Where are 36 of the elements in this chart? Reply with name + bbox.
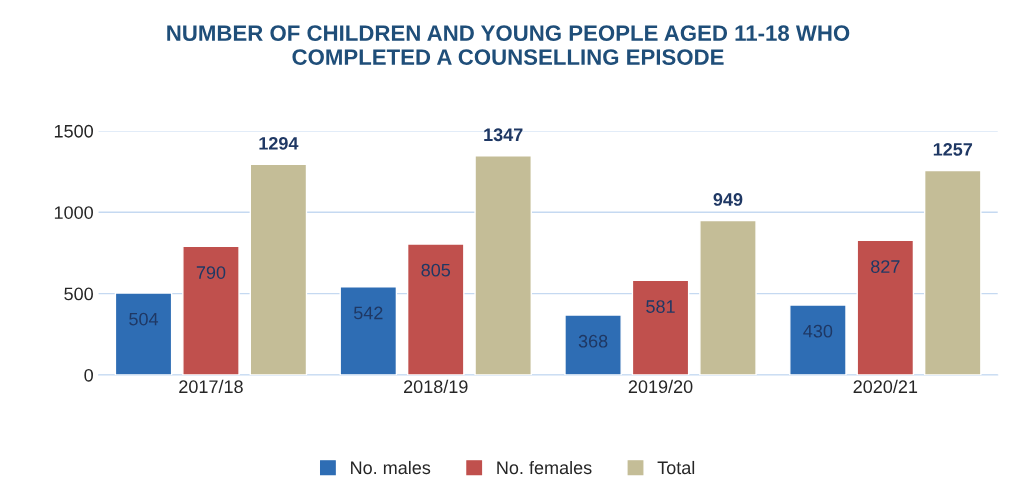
x-tick-label: 2020/21 (853, 379, 918, 394)
bar (564, 314, 622, 375)
bar (856, 239, 915, 375)
x-tick-label: 2019/20 (628, 379, 693, 394)
x-tick-label: 2017/18 (179, 379, 243, 394)
data-label: 368 (578, 334, 608, 348)
bar (699, 219, 757, 375)
legend-label: No. males (351, 460, 431, 475)
data-label: 581 (646, 300, 675, 313)
bar (789, 304, 847, 375)
data-label: 1257 (933, 142, 973, 156)
data-label: 949 (713, 193, 743, 206)
bar (339, 286, 398, 375)
bar (182, 245, 240, 375)
data-label: 1347 (484, 128, 523, 142)
y-tick-label: 1500 (54, 124, 93, 138)
data-label: 790 (196, 266, 226, 279)
data-label: 1294 (259, 136, 299, 150)
bar (631, 279, 690, 375)
y-tick-label: 0 (84, 368, 93, 382)
bar (114, 292, 173, 375)
data-label: 430 (803, 324, 833, 338)
bar (406, 243, 465, 375)
bar (474, 155, 532, 375)
y-tick-label: 1000 (54, 206, 93, 219)
chart-title: NUMBER OF CHILDREN AND YOUNG PEOPLE AGED 11-18 WHO COMPLETED A COUNSELLING EPISODE (167, 25, 850, 65)
data-label: 827 (871, 260, 900, 273)
y-tick-label: 500 (64, 287, 93, 301)
data-label: 805 (421, 263, 451, 277)
bar (249, 163, 308, 375)
legend-label: No. females (497, 460, 592, 475)
legend-label: Total (657, 460, 695, 475)
data-label: 542 (353, 306, 383, 320)
bar (923, 169, 982, 375)
data-label: 504 (129, 312, 159, 326)
x-tick-label: 2018/19 (404, 379, 468, 394)
